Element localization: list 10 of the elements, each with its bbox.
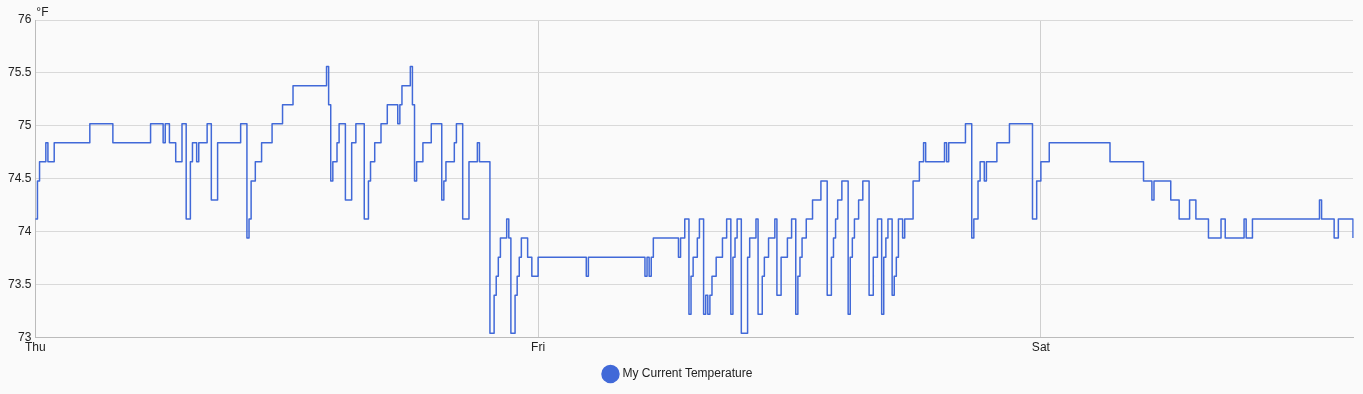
- y-tick-label: 74.5: [8, 171, 32, 186]
- y-tick-label: 75: [18, 118, 32, 133]
- y-tick-label: 76: [18, 12, 32, 27]
- y-tick-label: 75.5: [8, 65, 32, 80]
- y-tick-label: 73.5: [8, 276, 32, 291]
- y-tick-label: 74: [18, 224, 32, 239]
- legend-label: My Current Temperature: [622, 366, 753, 381]
- y-axis-title: °F: [36, 5, 49, 20]
- x-tick-label: Fri: [531, 340, 546, 355]
- x-tick-label: Sat: [1031, 340, 1051, 355]
